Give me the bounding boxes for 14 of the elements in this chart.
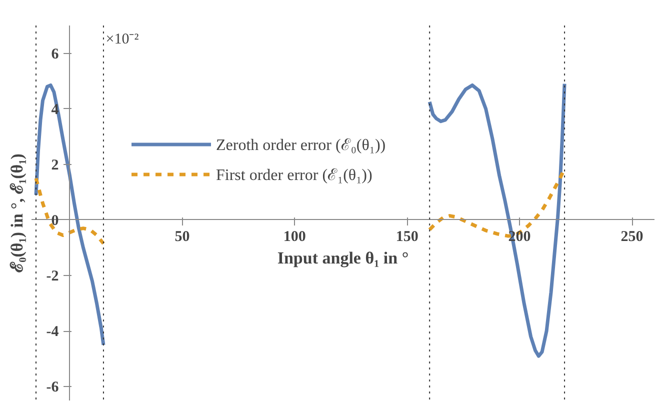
legend-label: Zeroth order error (ℰ₀(θ₁)): [216, 136, 386, 155]
x-tick-label: 100: [283, 228, 306, 245]
x-tick-label: 250: [620, 228, 644, 245]
y-tick-label: -4: [46, 324, 60, 340]
y-tick-label: -6: [46, 380, 60, 396]
x-tick-label: 50: [174, 228, 190, 245]
y-tick-label: 2: [51, 157, 59, 174]
y-tick-label: -2: [46, 268, 59, 284]
x-axis-title: Input angle θ₁ in °: [277, 248, 409, 268]
annotation: ×10⁻²: [106, 31, 140, 48]
x-tick-label: 150: [396, 228, 418, 245]
y-axis-title: ℰ₀(θ₁) in °, ℰ₁(θ₁): [8, 154, 26, 272]
y-tick-label: 6: [51, 46, 60, 62]
legend-label: First order error (ℰ₁(θ₁)): [216, 166, 372, 185]
